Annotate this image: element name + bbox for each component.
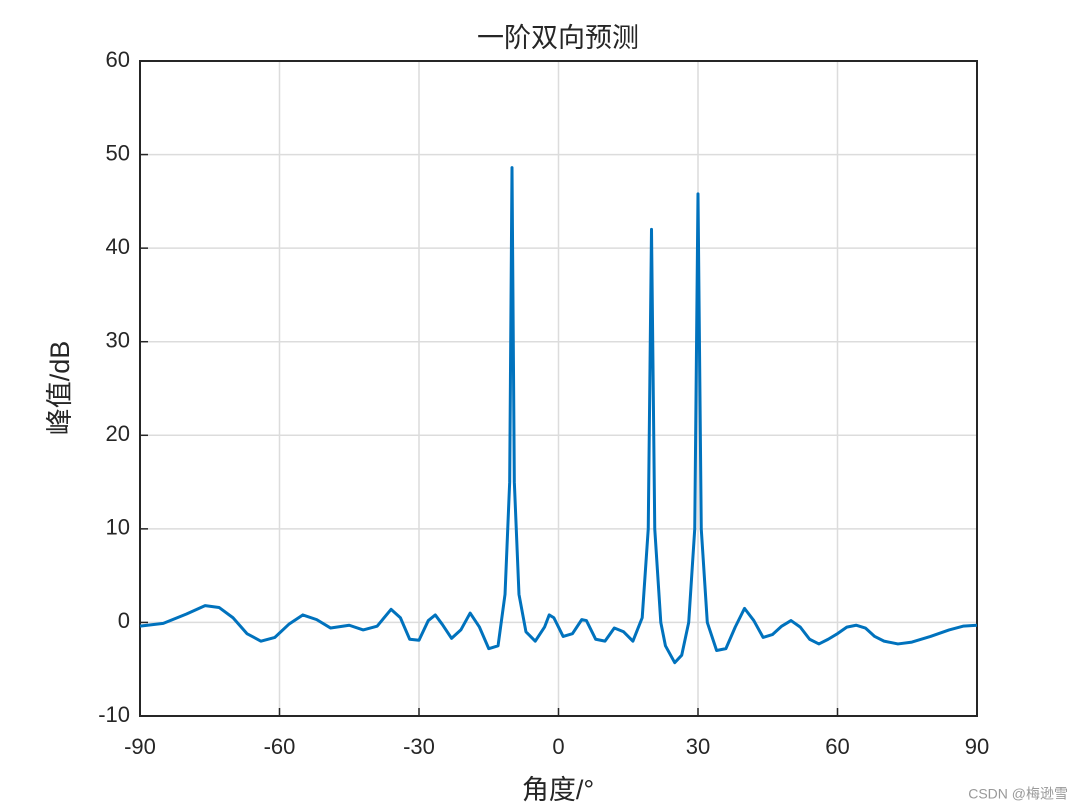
x-tick-label: 30 bbox=[686, 734, 710, 759]
x-axis-label: 角度/° bbox=[522, 775, 594, 805]
y-tick-label: 20 bbox=[106, 421, 130, 446]
y-tick-label: 50 bbox=[106, 140, 130, 165]
y-tick-label: 40 bbox=[106, 234, 130, 259]
x-tick-label: 0 bbox=[552, 734, 564, 759]
y-tick-label: 10 bbox=[106, 515, 130, 540]
plot-frame bbox=[139, 60, 978, 717]
y-tick-label: 30 bbox=[106, 328, 130, 353]
y-tick-label: 0 bbox=[118, 608, 130, 633]
y-tick-label: -10 bbox=[98, 702, 130, 727]
y-tick-label: 60 bbox=[106, 47, 130, 72]
chart-title: 一阶双向预测 bbox=[477, 23, 639, 53]
x-tick-label: 60 bbox=[825, 734, 849, 759]
watermark: CSDN @梅逊雪 bbox=[968, 786, 1068, 802]
y-axis-label: 峰值/dB bbox=[45, 341, 75, 436]
x-tick-label: -90 bbox=[124, 734, 156, 759]
x-tick-label: -30 bbox=[403, 734, 435, 759]
x-tick-label: -60 bbox=[264, 734, 296, 759]
x-tick-label: 90 bbox=[965, 734, 989, 759]
data-line bbox=[139, 166, 978, 665]
